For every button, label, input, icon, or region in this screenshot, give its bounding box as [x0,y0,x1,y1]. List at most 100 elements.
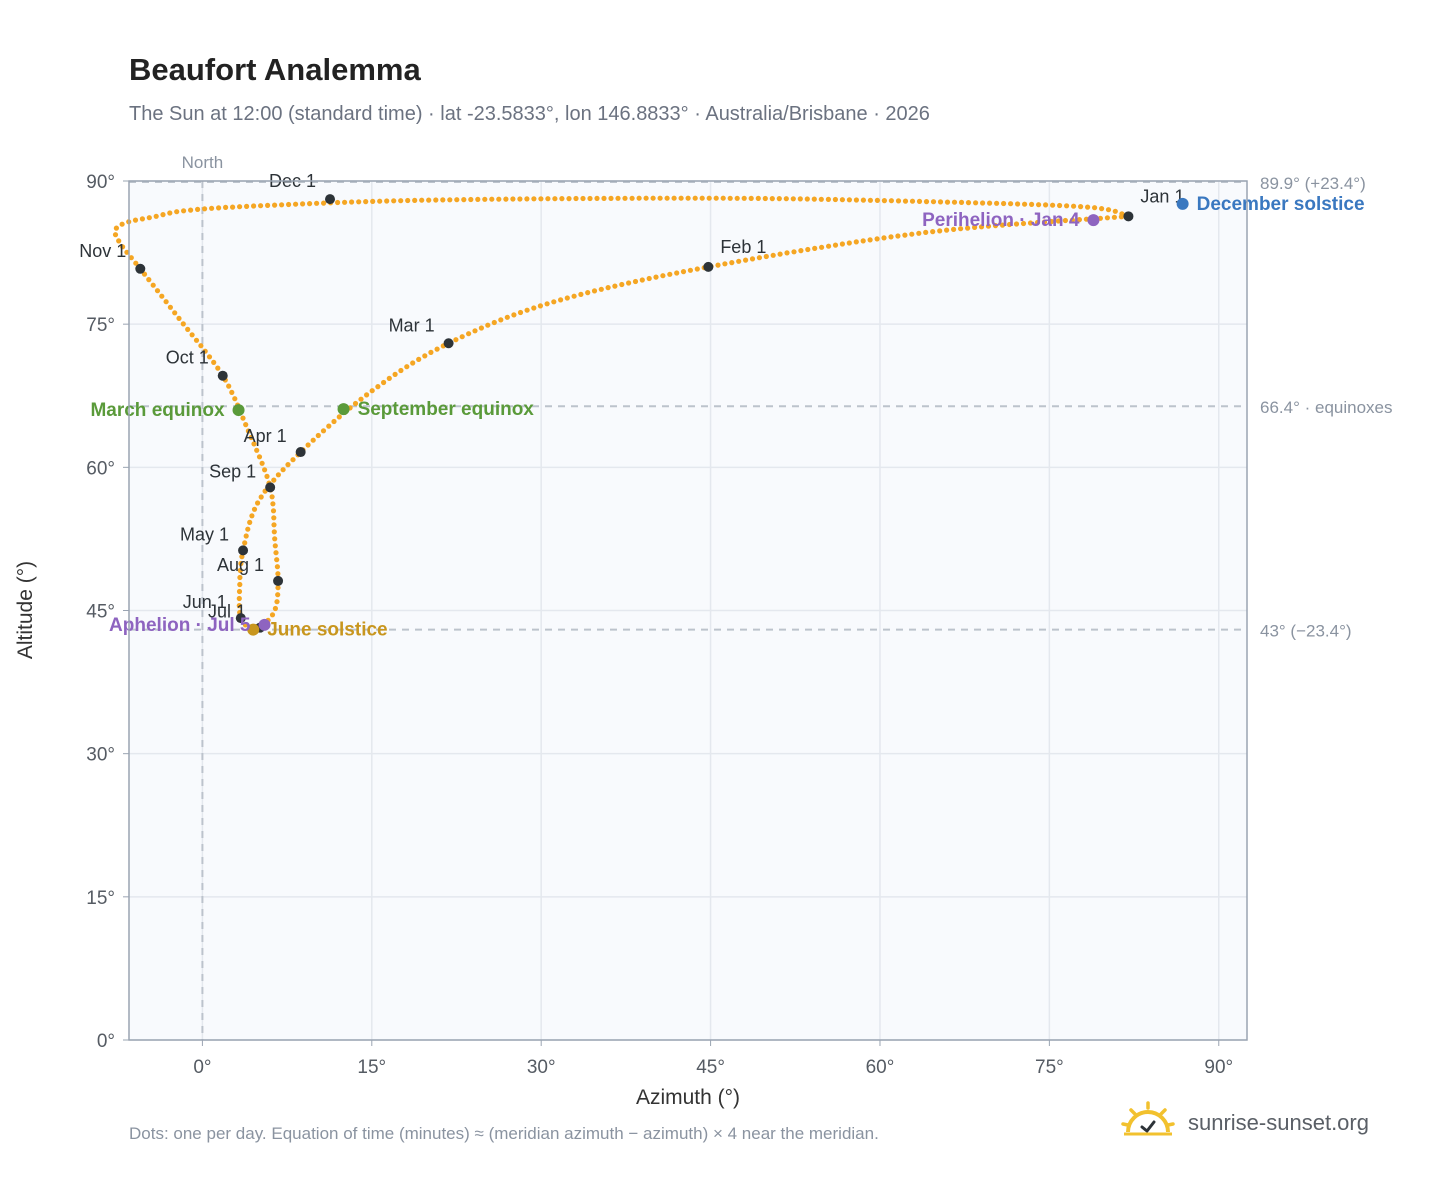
daily-dot [524,196,530,202]
daily-dot [973,200,979,206]
daily-dot [769,196,775,202]
daily-dot [132,217,139,223]
x-axis-label: Azimuth (°) [636,1086,740,1109]
daily-dot [116,238,122,244]
month-marker [235,613,246,624]
daily-dot [428,349,434,355]
daily-dot [202,348,208,354]
daily-dot [881,235,887,241]
daily-dot [895,198,902,204]
sun-logo-icon [1121,1101,1175,1136]
daily-dot [615,195,621,201]
daily-dot [944,227,950,233]
daily-dot [434,346,440,352]
daily-dot [965,200,972,206]
analemma-curve [112,195,1131,633]
month-marker-label: Jul 1 [208,602,246,622]
daily-dot [559,196,565,202]
daily-dot [270,501,276,507]
daily-dot [358,396,364,402]
daily-dot [846,197,853,203]
daily-dot [475,196,481,202]
daily-dot [1057,202,1063,209]
daily-dot [916,230,922,236]
daily-dot [275,472,281,478]
daily-dot [211,359,217,365]
daily-dot [839,197,846,203]
daily-dot [269,612,276,618]
daily-dot [776,196,782,202]
daily-dot [150,282,156,288]
month-marker-label: May 1 [180,524,229,544]
daily-dot [286,201,292,208]
daily-dot [392,371,398,377]
daily-dot [741,195,747,201]
daily-dot [468,196,474,203]
daily-dot [384,198,390,204]
reference-line-label: 66.4° · equinoxes [1260,398,1393,417]
daily-dot [274,599,280,605]
daily-dot [504,314,510,320]
daily-dot [133,260,139,266]
daily-dot [356,199,362,205]
daily-dot [517,309,524,316]
daily-dot [874,197,881,203]
daily-dot [729,260,735,266]
daily-dot [680,269,687,275]
daily-dot [832,196,839,203]
daily-dot [1119,211,1125,217]
daily-dot [734,195,740,201]
daily-dot [639,277,645,283]
y-tick-label: 30° [86,745,115,766]
daily-dot [860,197,867,203]
daily-dot [538,196,544,202]
daily-dot [1050,202,1056,208]
daily-dot [770,252,776,258]
daily-dot [300,201,306,207]
daily-dot [195,206,201,212]
daily-dot [930,199,937,205]
daily-dot [259,460,265,466]
month-marker [443,338,454,349]
daily-dot [251,441,257,447]
daily-dot [375,384,381,390]
daily-dot [1099,206,1105,212]
daily-dot [315,432,321,439]
brand-name: sunrise-sunset.org [1188,1110,1369,1135]
daily-dot [419,197,425,203]
daily-dot [558,297,564,303]
daily-dot [271,477,277,483]
daily-dot [874,236,880,242]
daily-dot [608,195,614,201]
daily-dot [958,226,964,232]
daily-dot [545,196,551,202]
daily-dot [531,305,537,311]
daily-dot [678,195,684,201]
daily-dot [124,249,130,255]
daily-dot [551,299,557,305]
x-tick-label: 75° [1035,1057,1064,1078]
daily-dot [454,197,460,203]
daily-dot [230,204,236,210]
daily-dot [1055,218,1061,224]
brand[interactable]: sunrise-sunset.org [1120,1100,1369,1146]
event-label: Perihelion · Jan 4 [922,210,1080,231]
daily-dot [237,567,243,574]
daily-dot [566,196,572,202]
daily-dot [622,195,628,201]
daily-dot [307,201,313,207]
daily-dot [650,195,656,201]
y-axis-label: Altitude (°) [14,561,37,659]
daily-dot [410,360,416,366]
daily-dot [369,388,375,394]
daily-dot [763,253,769,260]
daily-dot [1076,217,1082,223]
daily-dot [226,383,232,389]
daily-dot [255,500,261,506]
daily-dot [386,375,392,381]
daily-dot [193,337,200,343]
daily-dot [167,210,173,216]
daily-dot [798,248,804,254]
daily-dot [805,246,811,253]
daily-dot [591,288,598,294]
